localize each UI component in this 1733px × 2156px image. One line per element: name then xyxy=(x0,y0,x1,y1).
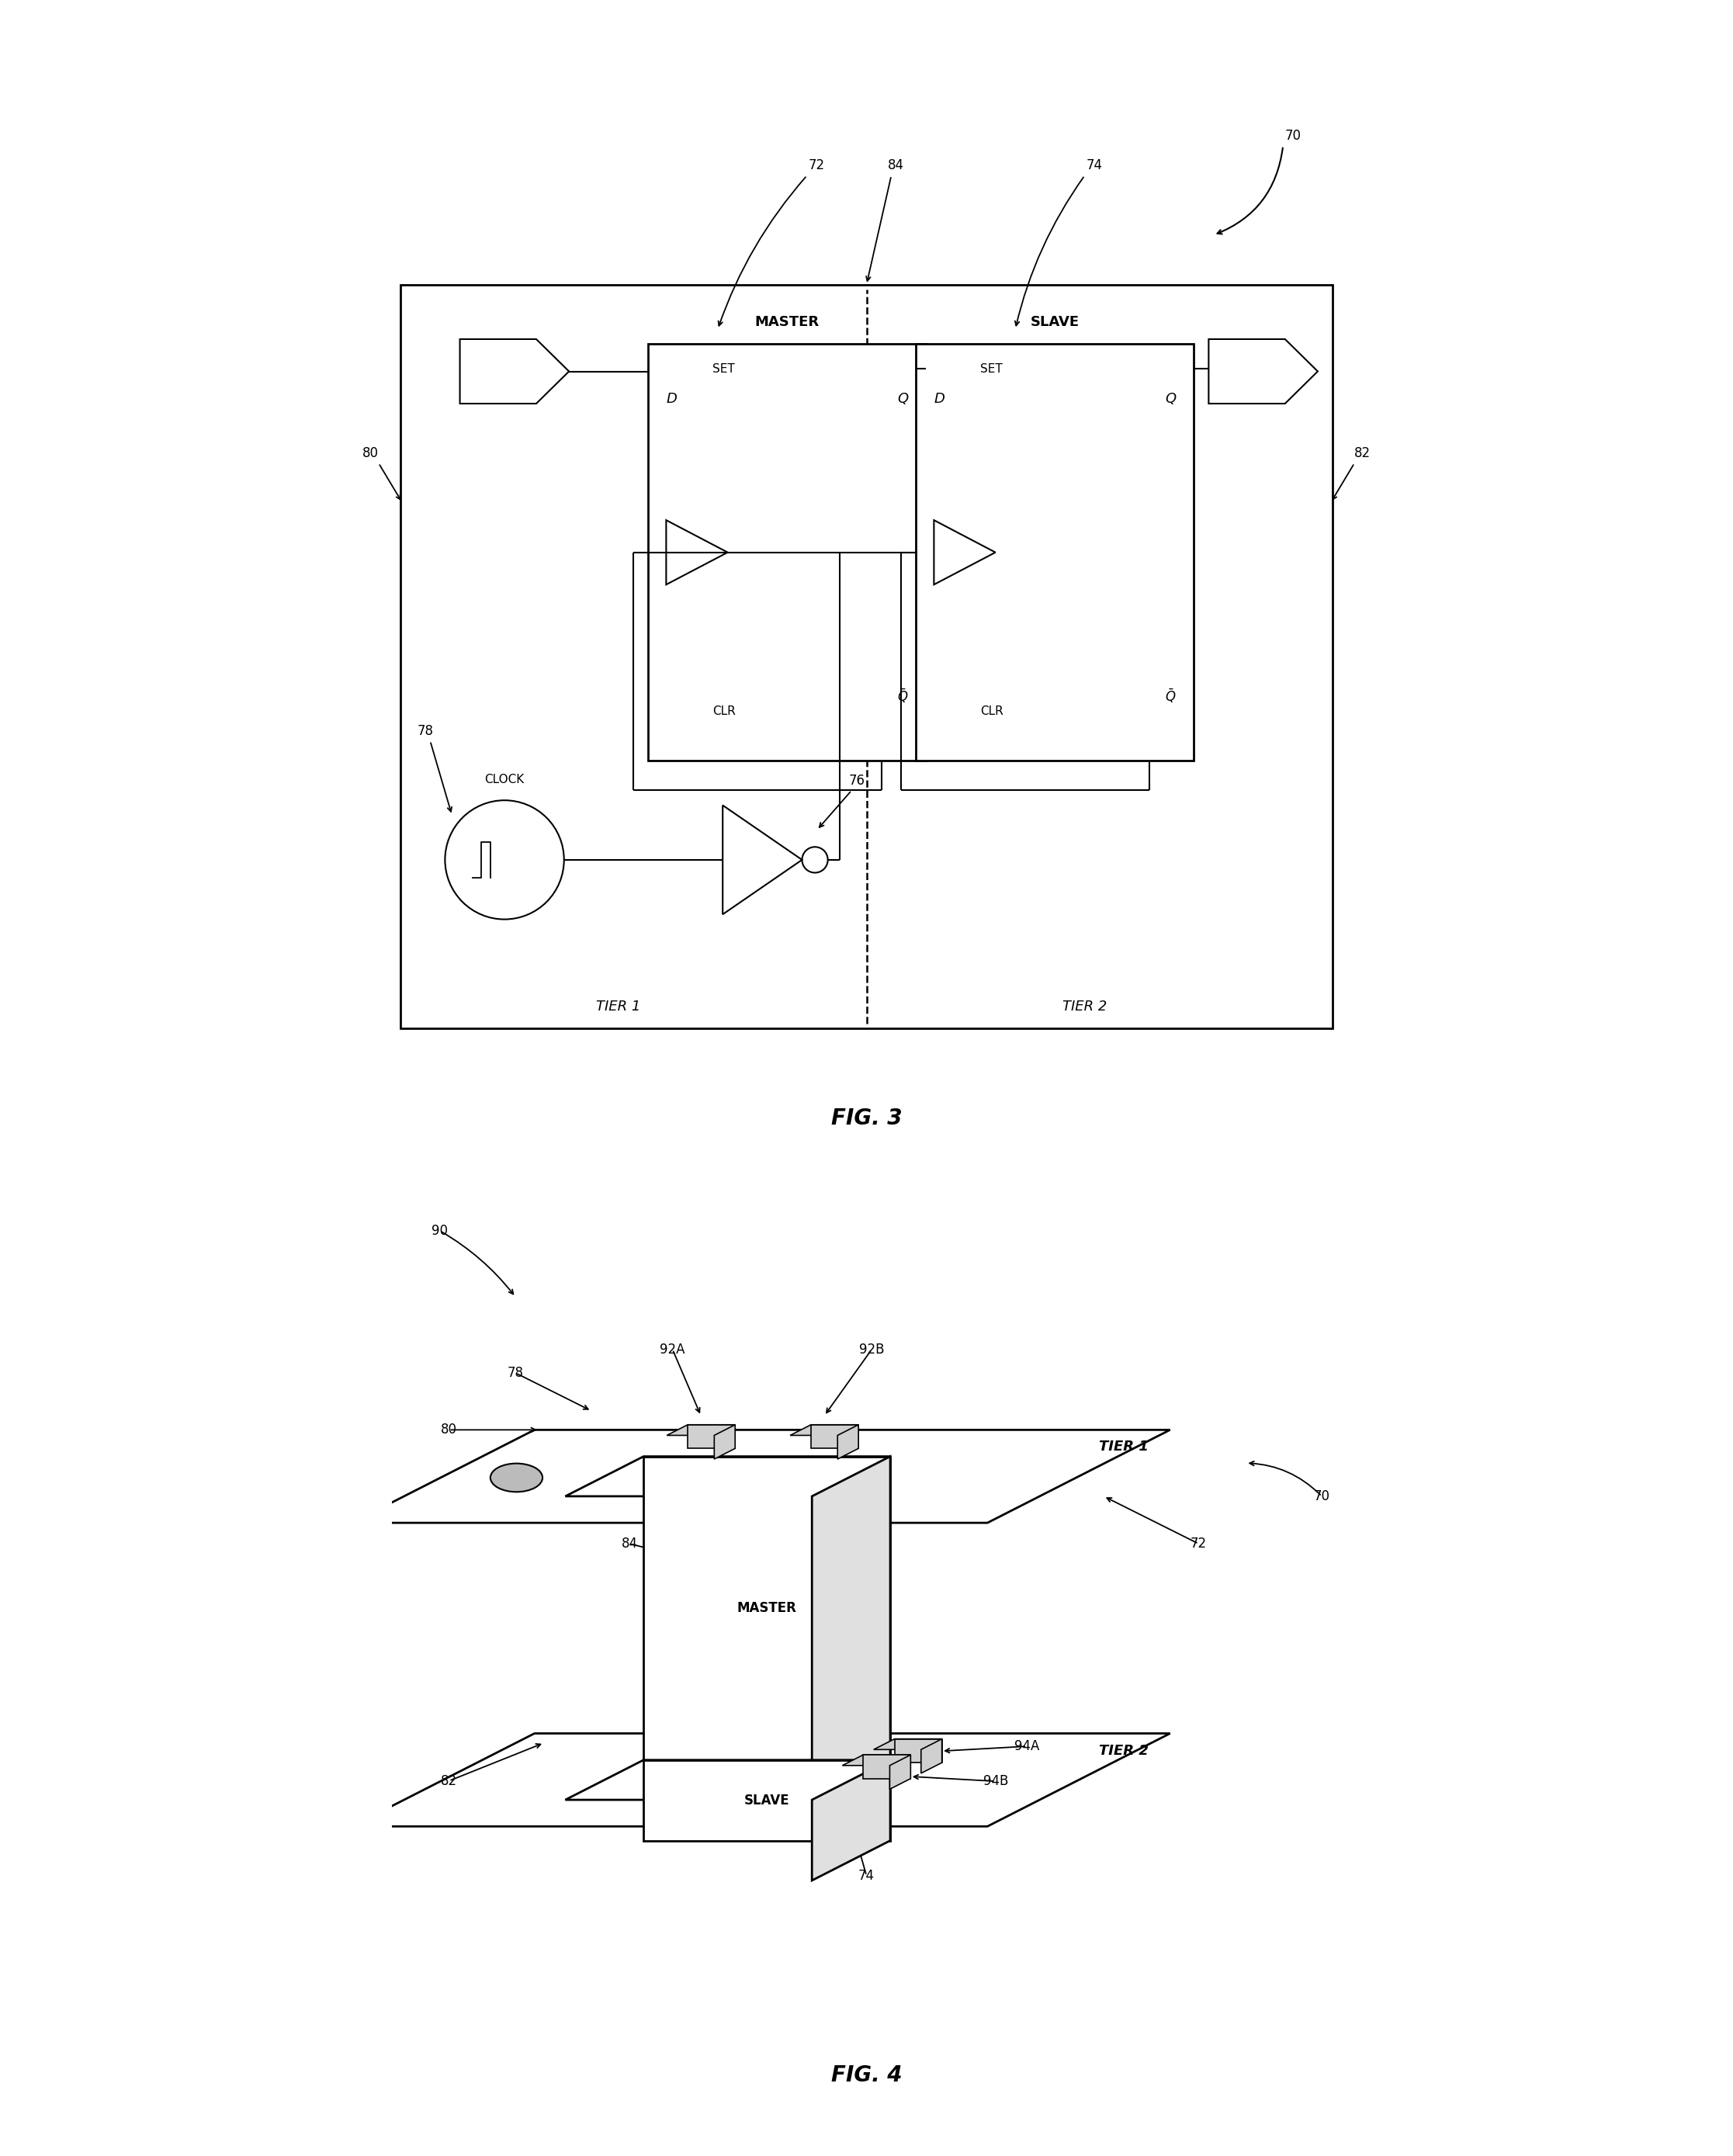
Text: 80: 80 xyxy=(362,446,380,459)
Text: CLOCK: CLOCK xyxy=(485,774,525,785)
Text: 92B: 92B xyxy=(860,1343,884,1356)
Text: 74: 74 xyxy=(1087,160,1102,172)
Polygon shape xyxy=(352,1733,1170,1826)
Text: $\bar{Q}$: $\bar{Q}$ xyxy=(1165,688,1177,705)
Text: TIER 2: TIER 2 xyxy=(1062,1000,1107,1013)
Polygon shape xyxy=(811,1425,858,1449)
Text: CLR: CLR xyxy=(712,705,737,716)
Bar xyxy=(917,345,1194,761)
Polygon shape xyxy=(790,1425,858,1436)
Polygon shape xyxy=(714,1425,735,1460)
Bar xyxy=(648,345,925,761)
Text: CLR: CLR xyxy=(981,705,1003,716)
Polygon shape xyxy=(863,1755,910,1779)
Bar xyxy=(400,285,1333,1028)
Text: 90: 90 xyxy=(432,1225,447,1238)
Text: 74: 74 xyxy=(858,1869,875,1882)
Text: 80: 80 xyxy=(440,1423,458,1436)
Polygon shape xyxy=(889,1755,910,1789)
Polygon shape xyxy=(688,1425,735,1449)
Ellipse shape xyxy=(490,1464,542,1492)
Polygon shape xyxy=(565,1759,891,1800)
Text: TIER 1: TIER 1 xyxy=(1099,1440,1149,1453)
Polygon shape xyxy=(813,1457,891,1800)
Text: D: D xyxy=(665,392,678,405)
Text: 78: 78 xyxy=(508,1367,523,1380)
Text: 82: 82 xyxy=(1353,446,1371,459)
Text: 70: 70 xyxy=(1314,1490,1329,1503)
Text: $\bar{Q}$: $\bar{Q}$ xyxy=(898,688,908,705)
Polygon shape xyxy=(920,1740,943,1772)
Text: 76: 76 xyxy=(849,774,865,787)
Text: Q: Q xyxy=(898,392,908,405)
Text: MASTER: MASTER xyxy=(756,315,820,330)
Text: FIG. 4: FIG. 4 xyxy=(832,2063,901,2085)
Text: 82: 82 xyxy=(440,1774,458,1787)
Text: SET: SET xyxy=(981,362,1003,375)
Polygon shape xyxy=(643,1759,891,1841)
Polygon shape xyxy=(565,1457,891,1496)
Text: 78: 78 xyxy=(418,724,433,737)
Polygon shape xyxy=(813,1759,891,1880)
Text: 72: 72 xyxy=(809,160,825,172)
Text: TIER 1: TIER 1 xyxy=(596,1000,641,1013)
Polygon shape xyxy=(643,1457,891,1759)
Polygon shape xyxy=(837,1425,858,1460)
Text: 84: 84 xyxy=(887,160,905,172)
Text: 92A: 92A xyxy=(660,1343,685,1356)
Text: 94B: 94B xyxy=(983,1774,1009,1787)
Text: SLAVE: SLAVE xyxy=(743,1794,790,1807)
Text: 94A: 94A xyxy=(1014,1740,1040,1753)
Text: MASTER: MASTER xyxy=(737,1602,797,1615)
Polygon shape xyxy=(894,1740,943,1764)
Polygon shape xyxy=(873,1740,943,1749)
Text: 70: 70 xyxy=(1284,129,1301,142)
Text: Q: Q xyxy=(1165,392,1177,405)
Polygon shape xyxy=(667,1425,735,1436)
Polygon shape xyxy=(352,1429,1170,1522)
Text: SLAVE: SLAVE xyxy=(1031,315,1080,330)
Text: 72: 72 xyxy=(1191,1537,1206,1550)
Polygon shape xyxy=(842,1755,910,1766)
Text: TIER 2: TIER 2 xyxy=(1099,1744,1149,1757)
Text: 84: 84 xyxy=(620,1537,638,1550)
Text: FIG. 3: FIG. 3 xyxy=(832,1108,901,1130)
Text: D: D xyxy=(934,392,944,405)
Text: SET: SET xyxy=(712,362,735,375)
